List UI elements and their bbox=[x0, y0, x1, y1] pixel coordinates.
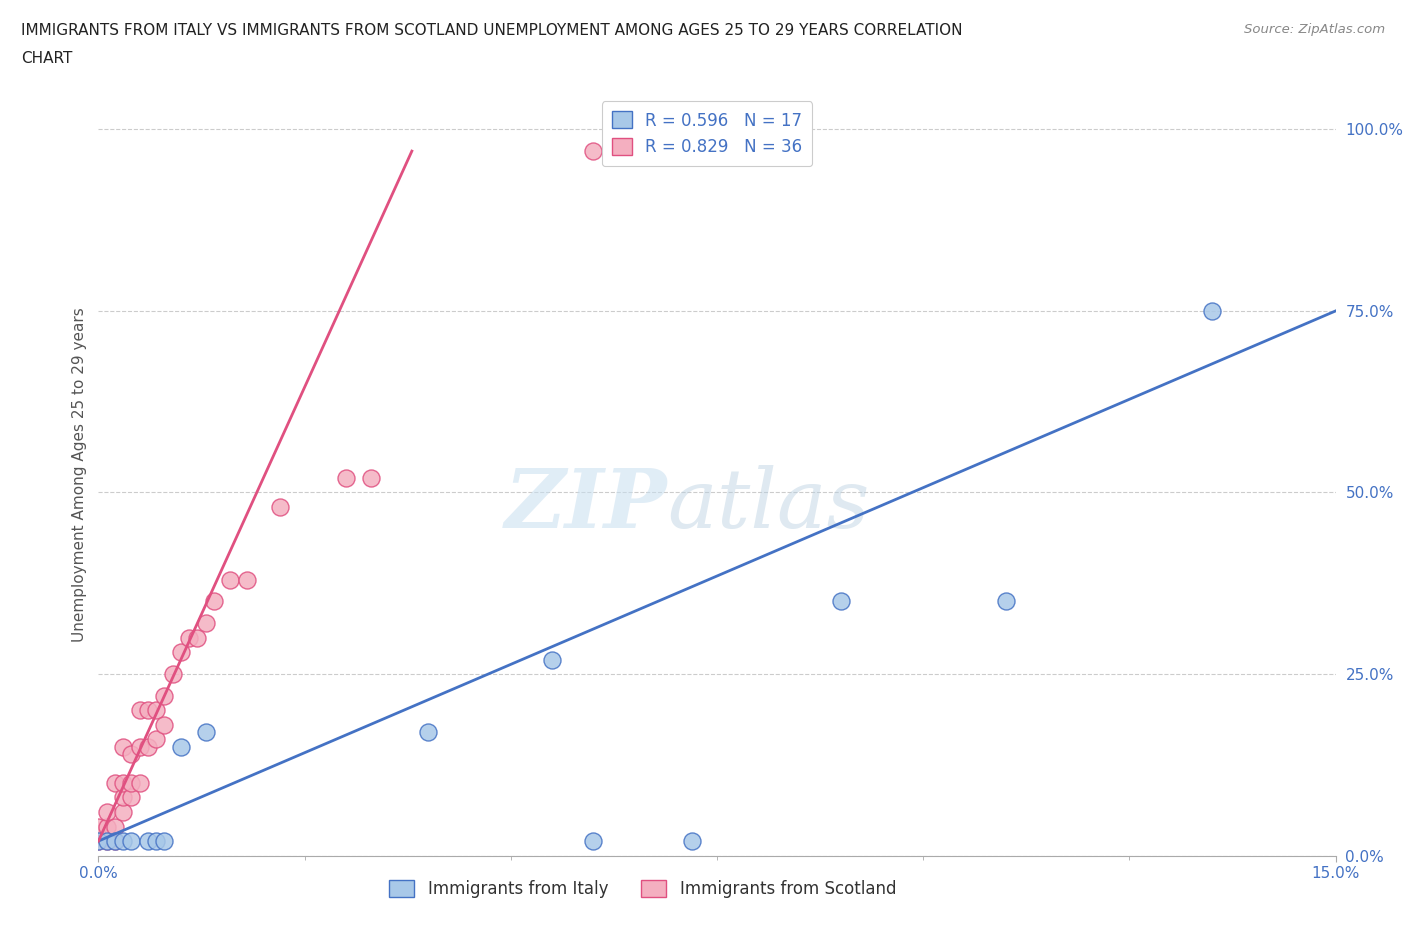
Point bbox=[236, 572, 259, 587]
Point bbox=[582, 833, 605, 848]
Point bbox=[153, 833, 176, 848]
Point bbox=[112, 776, 135, 790]
Point bbox=[170, 644, 193, 659]
Point bbox=[104, 833, 127, 848]
Point bbox=[87, 833, 110, 848]
Point bbox=[830, 594, 852, 609]
Point bbox=[335, 471, 357, 485]
Point bbox=[104, 819, 127, 834]
Point bbox=[96, 833, 118, 848]
Point bbox=[1201, 303, 1223, 318]
Point bbox=[136, 833, 159, 848]
Point bbox=[194, 724, 217, 739]
Point bbox=[179, 631, 201, 645]
Point bbox=[120, 833, 142, 848]
Point bbox=[994, 594, 1017, 609]
Legend: Immigrants from Italy, Immigrants from Scotland: Immigrants from Italy, Immigrants from S… bbox=[382, 873, 903, 905]
Text: CHART: CHART bbox=[21, 51, 73, 66]
Point bbox=[96, 804, 118, 819]
Point bbox=[194, 616, 217, 631]
Point bbox=[87, 819, 110, 834]
Point bbox=[145, 732, 167, 747]
Point bbox=[202, 594, 225, 609]
Point bbox=[136, 739, 159, 754]
Point bbox=[418, 724, 440, 739]
Point bbox=[120, 747, 142, 762]
Y-axis label: Unemployment Among Ages 25 to 29 years: Unemployment Among Ages 25 to 29 years bbox=[72, 307, 87, 642]
Text: ZIP: ZIP bbox=[505, 465, 668, 545]
Point bbox=[112, 739, 135, 754]
Point bbox=[112, 833, 135, 848]
Point bbox=[186, 631, 208, 645]
Point bbox=[219, 572, 242, 587]
Point bbox=[128, 776, 150, 790]
Point bbox=[104, 833, 127, 848]
Point bbox=[87, 833, 110, 848]
Point bbox=[145, 703, 167, 718]
Point bbox=[153, 717, 176, 732]
Text: Source: ZipAtlas.com: Source: ZipAtlas.com bbox=[1244, 23, 1385, 36]
Point bbox=[136, 703, 159, 718]
Point bbox=[112, 790, 135, 805]
Point bbox=[120, 776, 142, 790]
Point bbox=[360, 471, 382, 485]
Point bbox=[96, 819, 118, 834]
Point bbox=[128, 739, 150, 754]
Point bbox=[269, 499, 291, 514]
Point bbox=[582, 143, 605, 158]
Point bbox=[104, 776, 127, 790]
Point bbox=[128, 703, 150, 718]
Point bbox=[541, 652, 564, 667]
Text: IMMIGRANTS FROM ITALY VS IMMIGRANTS FROM SCOTLAND UNEMPLOYMENT AMONG AGES 25 TO : IMMIGRANTS FROM ITALY VS IMMIGRANTS FROM… bbox=[21, 23, 963, 38]
Point bbox=[96, 833, 118, 848]
Point bbox=[681, 833, 703, 848]
Point bbox=[112, 804, 135, 819]
Point bbox=[170, 739, 193, 754]
Point bbox=[153, 688, 176, 703]
Point bbox=[145, 833, 167, 848]
Point bbox=[162, 667, 184, 682]
Point bbox=[120, 790, 142, 805]
Text: atlas: atlas bbox=[668, 465, 870, 545]
